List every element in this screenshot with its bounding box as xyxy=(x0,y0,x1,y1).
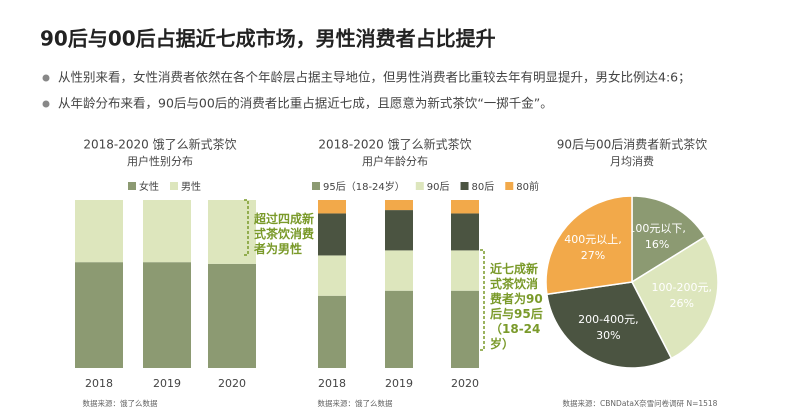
bar-segment xyxy=(451,200,479,214)
source-note: 数据来源：CBNDataX奈雪问卷调研 N=1518 xyxy=(563,398,718,408)
bar-segment xyxy=(143,200,191,263)
annotation-bracket xyxy=(244,199,249,256)
legend-swatch xyxy=(505,182,514,190)
legend-label: 80后 xyxy=(472,181,495,193)
slice-value: 16% xyxy=(645,238,669,251)
bar-segment xyxy=(318,200,346,214)
legend-label: 男性 xyxy=(181,180,201,193)
annotation-bracket xyxy=(480,249,485,351)
bar-segment xyxy=(75,262,123,368)
slice-label: 400元以上, xyxy=(564,233,622,246)
bar-segment xyxy=(318,295,346,368)
bullet-dot xyxy=(42,100,50,108)
slice-value: 27% xyxy=(581,249,605,262)
bar-segment xyxy=(451,290,479,368)
chart-subtitle: 用户性别分布 xyxy=(127,154,193,168)
bullet: 从年龄分布来看，90后与00后的消费者比重占据近七成，且愿意为新式茶饮“一掷千金… xyxy=(58,96,553,111)
x-tick-label: 2018 xyxy=(318,377,346,390)
chart-title: 2018-2020 饿了么新式茶饮 xyxy=(83,137,236,152)
legend-swatch xyxy=(415,182,424,190)
bar-segment xyxy=(208,263,256,368)
legend-swatch xyxy=(460,182,469,190)
pie-slice xyxy=(631,195,707,284)
bar-segment xyxy=(318,255,346,296)
bar-segment xyxy=(75,200,123,263)
bullet-dot xyxy=(42,74,50,82)
legend-label: 女性 xyxy=(139,180,159,193)
legend-label: 95后（18-24岁） xyxy=(323,180,405,193)
slice-value: 30% xyxy=(596,329,620,342)
chart-title: 2018-2020 饿了么新式茶饮 xyxy=(318,137,471,152)
chart-title: 90后与00后消费者新式茶饮 xyxy=(557,137,708,152)
x-tick-label: 2020 xyxy=(451,377,479,390)
source-note: 数据来源：饿了么数据 xyxy=(318,398,393,408)
bar-segment xyxy=(451,213,479,251)
annotation: 超过四成新式茶饮消费者为男性 xyxy=(254,212,315,256)
chart-subtitle: 用户年龄分布 xyxy=(362,154,428,168)
legend-label: 90后 xyxy=(427,181,450,193)
legend-swatch xyxy=(170,182,178,190)
annotation: 近七成新式茶饮消费者为90后与95后（18-24岁） xyxy=(490,262,543,351)
bar-segment xyxy=(385,200,413,211)
bar-segment xyxy=(385,290,413,368)
pie-slice xyxy=(546,281,673,369)
bar-segment xyxy=(208,200,256,264)
bar-segment xyxy=(385,210,413,251)
bar-segment xyxy=(451,250,479,291)
bullet: 从性别来看，女性消费者依然在各个年龄层占据主导地位，但男性消费者比重较去年有明显… xyxy=(58,70,691,85)
slice-label: 200-400元, xyxy=(578,313,638,326)
source-note: 数据来源：饿了么数据 xyxy=(83,398,158,408)
legend-label: 80前 xyxy=(516,180,539,193)
bar-segment xyxy=(318,213,346,256)
legend-swatch xyxy=(128,182,136,190)
x-tick-label: 2019 xyxy=(153,377,181,390)
x-tick-label: 2019 xyxy=(385,377,413,390)
slice-label: 100元以下, xyxy=(628,222,686,235)
chart-subtitle: 月均消费 xyxy=(610,154,654,168)
bar-segment xyxy=(143,262,191,368)
slice-label: 100-200元, xyxy=(651,281,711,294)
pie-slice xyxy=(631,235,719,360)
pie-slice xyxy=(545,195,633,296)
slice-value: 26% xyxy=(670,297,694,310)
x-tick-label: 2020 xyxy=(218,377,246,390)
slide-title: 90后与00后占据近七成市场，男性消费者占比提升 xyxy=(40,27,496,51)
bar-segment xyxy=(385,250,413,291)
x-tick-label: 2018 xyxy=(85,377,113,390)
legend-swatch xyxy=(312,182,320,190)
